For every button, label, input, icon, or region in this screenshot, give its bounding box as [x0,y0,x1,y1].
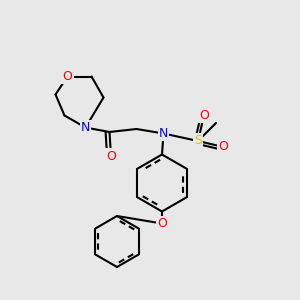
Text: N: N [159,127,168,140]
Text: O: O [106,149,116,163]
Text: O: O [199,109,209,122]
Text: O: O [157,217,167,230]
Text: O: O [63,70,72,83]
Text: O: O [219,140,228,154]
Text: S: S [194,134,202,148]
Text: N: N [81,121,90,134]
